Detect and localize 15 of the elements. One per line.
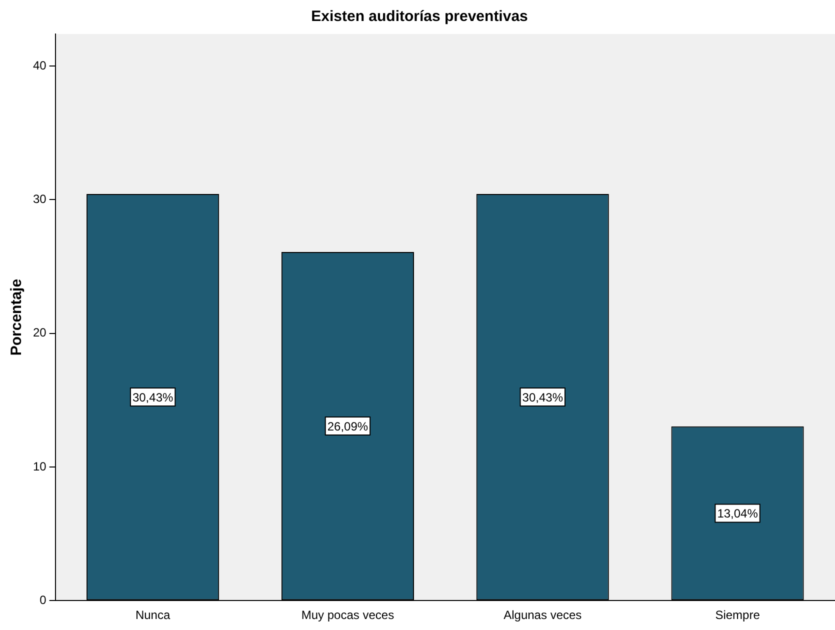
y-tick-label: 10 [32,459,47,474]
y-tick-label: 0 [40,592,47,607]
x-tick-label: Muy pocas veces [301,608,394,622]
data-label: 30,43% [522,390,564,404]
data-label: 13,04% [717,506,758,521]
x-tick-label: Siempre [715,608,760,622]
chart-title: Existen auditorías preventivas [311,8,528,26]
data-label: 30,43% [132,390,174,404]
y-tick-label: 40 [32,58,47,72]
y-tick-label: 20 [32,326,47,340]
x-tick-label: Nunca [135,608,170,622]
x-tick-label: Algunas veces [504,608,582,622]
y-tick-label: 30 [32,192,47,206]
y-axis-title: Porcentaje [8,278,26,356]
data-label: 26,09% [327,419,368,434]
